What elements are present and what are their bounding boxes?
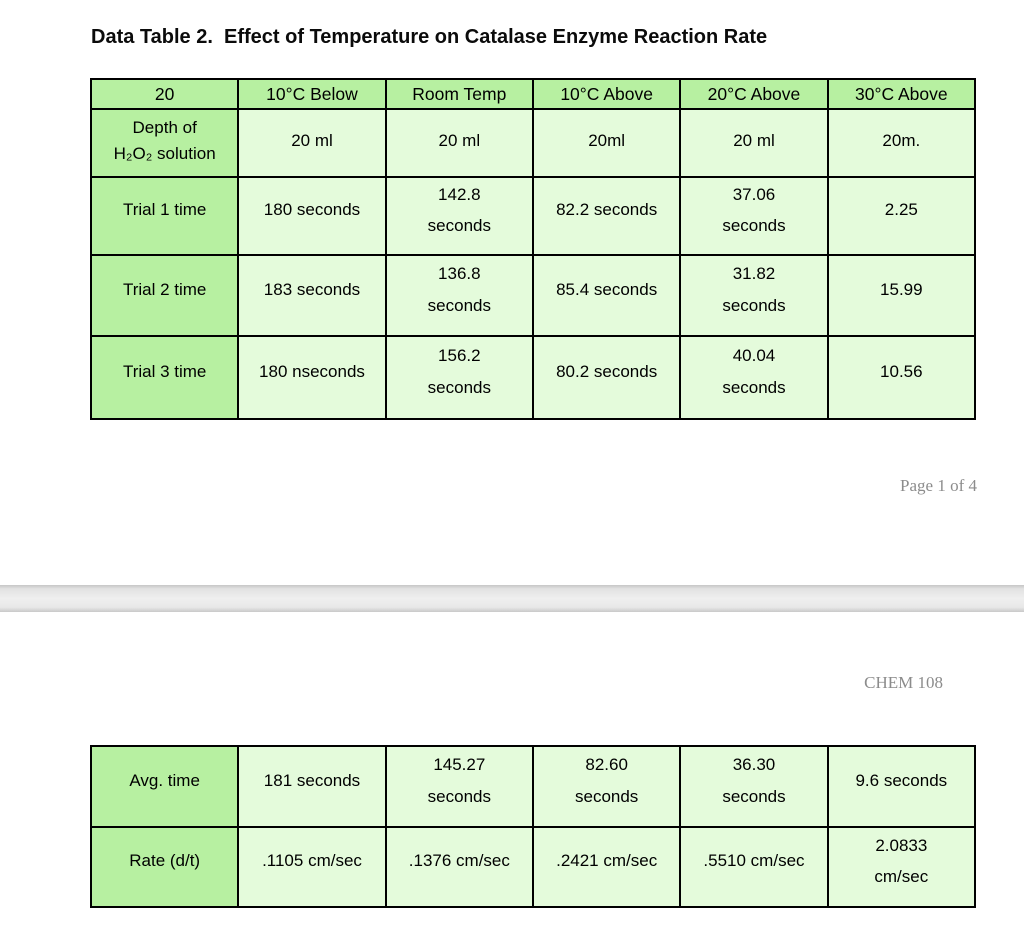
- data-cell: 10.56: [826, 335, 977, 420]
- column-header: 20°C Above: [679, 78, 829, 110]
- table-header-row: 20 10°C Below Room Temp 10°C Above 20°C …: [89, 78, 977, 110]
- page-number: Page 1 of 4: [900, 476, 977, 495]
- table-row: Trial 2 time 183 seconds 136.8 seconds 8…: [89, 254, 977, 337]
- data-cell: 20 ml: [384, 108, 534, 178]
- table-row: Trial 1 time 180 seconds 142.8 seconds 8…: [89, 176, 977, 256]
- data-cell: 156.2 seconds: [384, 335, 534, 420]
- data-cell: 36.30 seconds: [679, 745, 829, 828]
- data-cell: .1105 cm/sec: [237, 826, 387, 908]
- data-cell: 145.27 seconds: [384, 745, 534, 828]
- data-cell: 82.2 seconds: [531, 176, 682, 256]
- row-label: Trial 2 time: [89, 254, 240, 337]
- data-cell: 180 nseconds: [237, 335, 387, 420]
- data-cell: .1376 cm/sec: [384, 826, 534, 908]
- data-cell: 20m.: [826, 108, 977, 178]
- data-cell: 180 seconds: [237, 176, 387, 256]
- course-header: CHEM 108: [864, 673, 943, 692]
- row-label: Trial 1 time: [89, 176, 240, 256]
- row-label: Depth of H₂O₂ solution: [89, 108, 240, 178]
- data-cell: 85.4 seconds: [531, 254, 682, 337]
- data-cell: 80.2 seconds: [531, 335, 682, 420]
- data-table-page-1: 20 10°C Below Room Temp 10°C Above 20°C …: [89, 78, 977, 420]
- column-header: Room Temp: [384, 78, 534, 110]
- data-cell: 136.8 seconds: [384, 254, 534, 337]
- column-header: 30°C Above: [826, 78, 977, 110]
- data-cell: 40.04 seconds: [679, 335, 829, 420]
- table-row: Trial 3 time 180 nseconds 156.2 seconds …: [89, 335, 977, 420]
- data-table-page-2: Avg. time 181 seconds 145.27 seconds 82.…: [89, 745, 977, 908]
- row-label: Avg. time: [89, 745, 240, 828]
- data-cell: 31.82 seconds: [679, 254, 829, 337]
- data-cell: 142.8 seconds: [384, 176, 534, 256]
- column-header: 10°C Below: [237, 78, 387, 110]
- data-cell: 183 seconds: [237, 254, 387, 337]
- table-row: Depth of H₂O₂ solution 20 ml 20 ml 20ml …: [89, 108, 977, 178]
- data-cell: 82.60 seconds: [531, 745, 682, 828]
- data-cell: 37.06 seconds: [679, 176, 829, 256]
- table-row: Rate (d/t) .1105 cm/sec .1376 cm/sec .24…: [89, 826, 977, 908]
- data-cell: 181 seconds: [237, 745, 387, 828]
- data-cell: 9.6 seconds: [826, 745, 977, 828]
- row-label: Rate (d/t): [89, 826, 240, 908]
- row-label: Trial 3 time: [89, 335, 240, 420]
- data-cell: 2.25: [826, 176, 977, 256]
- data-cell: .5510 cm/sec: [679, 826, 829, 908]
- column-header: 20: [89, 78, 240, 110]
- data-cell: 15.99: [826, 254, 977, 337]
- data-cell: 20ml: [531, 108, 682, 178]
- data-cell: 20 ml: [679, 108, 829, 178]
- document-title: Data Table 2. Effect of Temperature on C…: [91, 26, 768, 48]
- data-cell: 2.0833 cm/sec: [826, 826, 977, 908]
- data-cell: .2421 cm/sec: [531, 826, 682, 908]
- column-header: 10°C Above: [531, 78, 682, 110]
- table-row: Avg. time 181 seconds 145.27 seconds 82.…: [89, 745, 977, 828]
- page-break-separator: [0, 585, 1024, 612]
- data-cell: 20 ml: [237, 108, 387, 178]
